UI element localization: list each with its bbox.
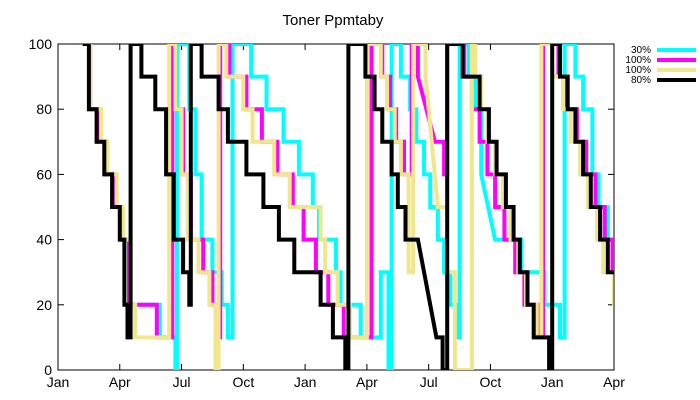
x-tick-label: Apr — [603, 374, 625, 390]
y-tick-label: 0 — [44, 362, 52, 378]
y-tick-label: 60 — [36, 166, 52, 182]
x-tick-label: Jan — [541, 374, 564, 390]
y-tick-label: 40 — [36, 232, 52, 248]
legend-label-1: 100% — [625, 55, 651, 66]
chart-title: Toner Ppmtaby — [283, 12, 384, 29]
plot-frame — [57, 43, 615, 371]
x-tick-label: Apr — [356, 374, 378, 390]
legend-label-2: 100% — [625, 65, 651, 76]
series-lines — [82, 44, 614, 370]
x-tick-label: Oct — [480, 374, 502, 390]
axes-frame — [57, 43, 615, 371]
x-tick-label: Oct — [232, 374, 254, 390]
x-tick-label: Jul — [173, 374, 191, 390]
x-tick-label: Apr — [109, 374, 131, 390]
tick-labels: 0 20 40 60 80 100 Jan Apr Jul Oct Jan Apr Jul Oct Jan A… — [29, 36, 626, 390]
legend-label-0: 30% — [631, 45, 651, 56]
series-line-2 — [82, 44, 614, 370]
x-tick-label: Jan — [47, 374, 70, 390]
y-tick-label: 80 — [36, 101, 52, 117]
series-line-3 — [82, 44, 614, 370]
x-tick-label: Jul — [420, 374, 438, 390]
y-tick-label: 20 — [36, 297, 52, 313]
y-tick-label: 100 — [29, 36, 53, 52]
legend-label-3: 80% — [631, 75, 651, 86]
x-tick-label: Jan — [294, 374, 317, 390]
legend: 30%100%100%80% — [625, 45, 696, 86]
